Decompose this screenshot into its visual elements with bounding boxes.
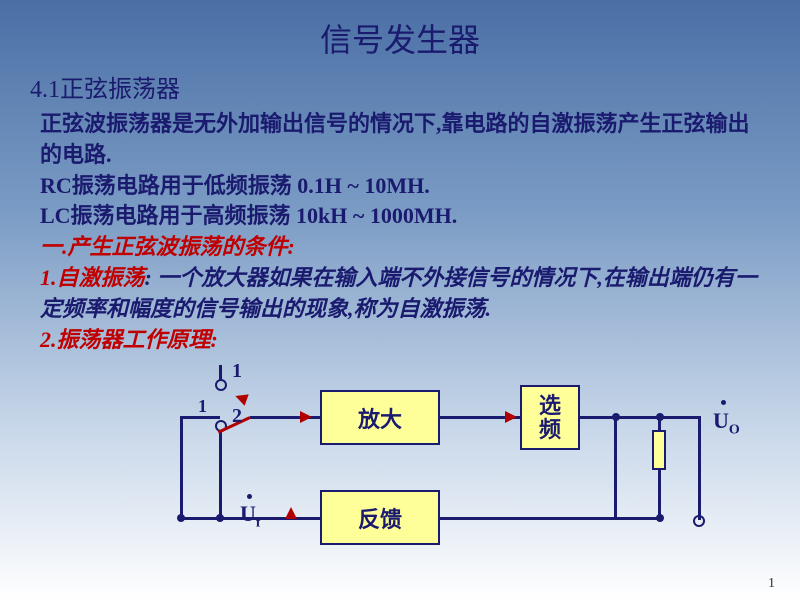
- wire: [219, 365, 222, 380]
- switch-input-label: 1: [198, 396, 207, 417]
- page-number: 1: [768, 576, 775, 592]
- dot-notation: [247, 494, 252, 499]
- wire: [658, 416, 661, 431]
- page-title: 信号发生器: [0, 0, 800, 61]
- wire: [658, 470, 661, 520]
- heading-principle: 2.振荡器工作原理:: [40, 325, 760, 356]
- heading-conditions: 一.产生正弦波振荡的条件:: [40, 232, 760, 263]
- wire: [580, 416, 700, 419]
- frequency-selector-block: 选 频: [520, 385, 580, 450]
- text-self-osc: : 一个放大器如果在输入端不外接信号的情况下,在输出端仍有一定频率和幅度的信号输…: [40, 265, 757, 321]
- output-label: UO: [713, 408, 740, 438]
- switch-terminal-1: [215, 379, 227, 391]
- block-diagram: 放大 选 频 反馈 UO 1 1 2 Uf: [40, 360, 760, 560]
- wire: [440, 517, 661, 520]
- arrow-icon: [233, 391, 248, 406]
- amplifier-block: 放大: [320, 390, 440, 445]
- wire: [698, 416, 701, 520]
- feedback-block: 反馈: [320, 490, 440, 545]
- wire: [614, 416, 617, 520]
- arrow-icon: [300, 411, 312, 423]
- switch-label-1: 1: [232, 360, 242, 383]
- label-self-osc: 1.自激振荡: [40, 265, 145, 290]
- load-resistor: [652, 430, 666, 470]
- paragraph-3: LC振荡电路用于高频振荡 10kH ~ 1000MH.: [40, 201, 760, 232]
- paragraph-1: 正弦波振荡器是无外加输出信号的情况下,靠电路的自激振荡产生正弦输出的电路.: [40, 109, 760, 171]
- content-area: 正弦波振荡器是无外加输出信号的情况下,靠电路的自激振荡产生正弦输出的电路. RC…: [0, 104, 800, 355]
- paragraph-2: RC振荡电路用于低频振荡 0.1H ~ 10MH.: [40, 171, 760, 202]
- arrow-icon: [505, 411, 517, 423]
- arrow-icon: [285, 507, 297, 519]
- switch-label-2: 2: [232, 405, 242, 428]
- node-dot: [656, 514, 664, 522]
- node-dot: [177, 514, 185, 522]
- terminal: [693, 515, 705, 527]
- wire: [219, 432, 222, 520]
- feedback-label: Uf: [240, 501, 261, 531]
- wire: [180, 416, 183, 520]
- node-dot: [216, 514, 224, 522]
- section-number: 4.1正弦振荡器: [0, 61, 800, 104]
- paragraph-self-osc: 1.自激振荡: 一个放大器如果在输入端不外接信号的情况下,在输出端仍有一定频率和…: [40, 263, 760, 325]
- dot-notation: [721, 400, 726, 405]
